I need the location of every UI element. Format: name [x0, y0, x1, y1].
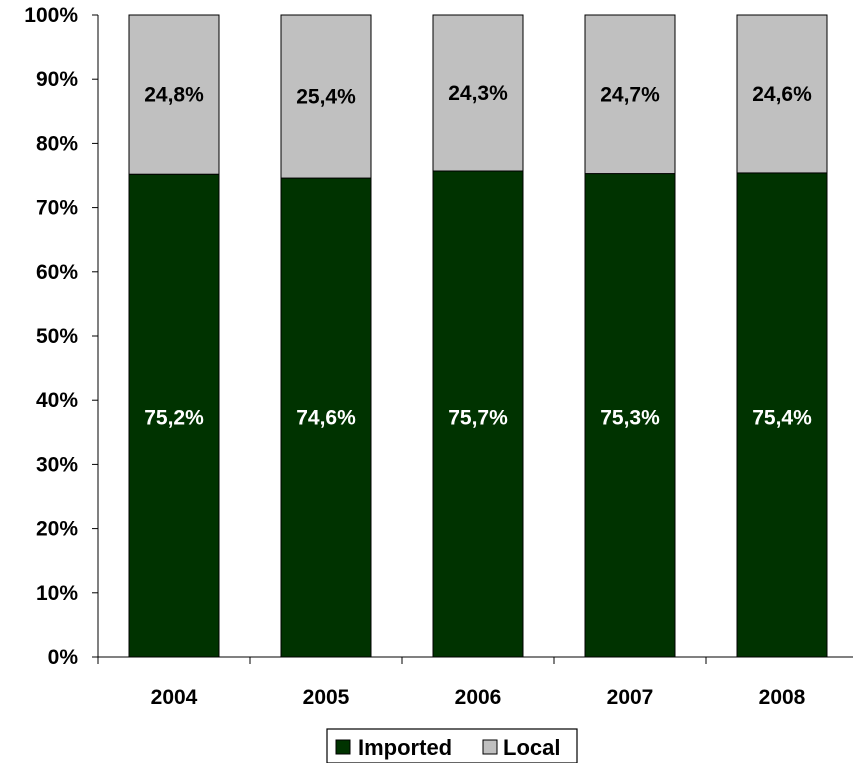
x-category-label: 2006 — [455, 686, 502, 709]
bar-local-2007 — [584, 14, 676, 175]
y-tick-label: 60% — [36, 261, 78, 284]
bar-local-2004 — [128, 14, 220, 175]
data-label-imported-2006: 75,7% — [448, 407, 508, 430]
legend-label-local: Local — [503, 735, 560, 760]
y-tick-label: 40% — [36, 389, 78, 412]
x-category-label: 2007 — [607, 686, 654, 709]
bar-imported-2007 — [584, 173, 676, 658]
legend-swatch-imported — [335, 739, 351, 755]
y-tick-label: 100% — [24, 4, 78, 27]
data-label-imported-2007: 75,3% — [600, 407, 660, 430]
x-category-label: 2005 — [303, 686, 350, 709]
data-label-imported-2005: 74,6% — [296, 407, 356, 430]
data-label-local-2007: 24,7% — [600, 83, 660, 106]
data-label-local-2006: 24,3% — [448, 82, 508, 105]
legend-box — [326, 728, 578, 763]
legend-label-imported: Imported — [358, 735, 452, 760]
bar-imported-2008 — [736, 172, 828, 658]
data-label-imported-2008: 75,4% — [752, 407, 812, 430]
data-label-local-2008: 24,6% — [752, 83, 812, 106]
y-tick-label: 20% — [36, 518, 78, 541]
x-category-label: 2004 — [151, 686, 198, 709]
y-tick-label: 80% — [36, 132, 78, 155]
legend-swatch-local — [482, 739, 498, 755]
x-category-label: 2008 — [759, 686, 806, 709]
y-tick-label: 70% — [36, 197, 78, 220]
y-tick-label: 10% — [36, 582, 78, 605]
y-tick-label: 90% — [36, 68, 78, 91]
data-label-local-2004: 24,8% — [144, 84, 204, 107]
y-tick-label: 50% — [36, 325, 78, 348]
y-tick-label: 30% — [36, 453, 78, 476]
y-tick-label: 0% — [48, 646, 79, 669]
data-label-imported-2004: 75,2% — [144, 407, 204, 430]
data-label-local-2005: 25,4% — [296, 86, 356, 109]
bar-local-2008 — [736, 14, 828, 174]
bar-imported-2006 — [432, 170, 524, 658]
bar-local-2005 — [280, 14, 372, 179]
bar-local-2006 — [432, 14, 524, 172]
